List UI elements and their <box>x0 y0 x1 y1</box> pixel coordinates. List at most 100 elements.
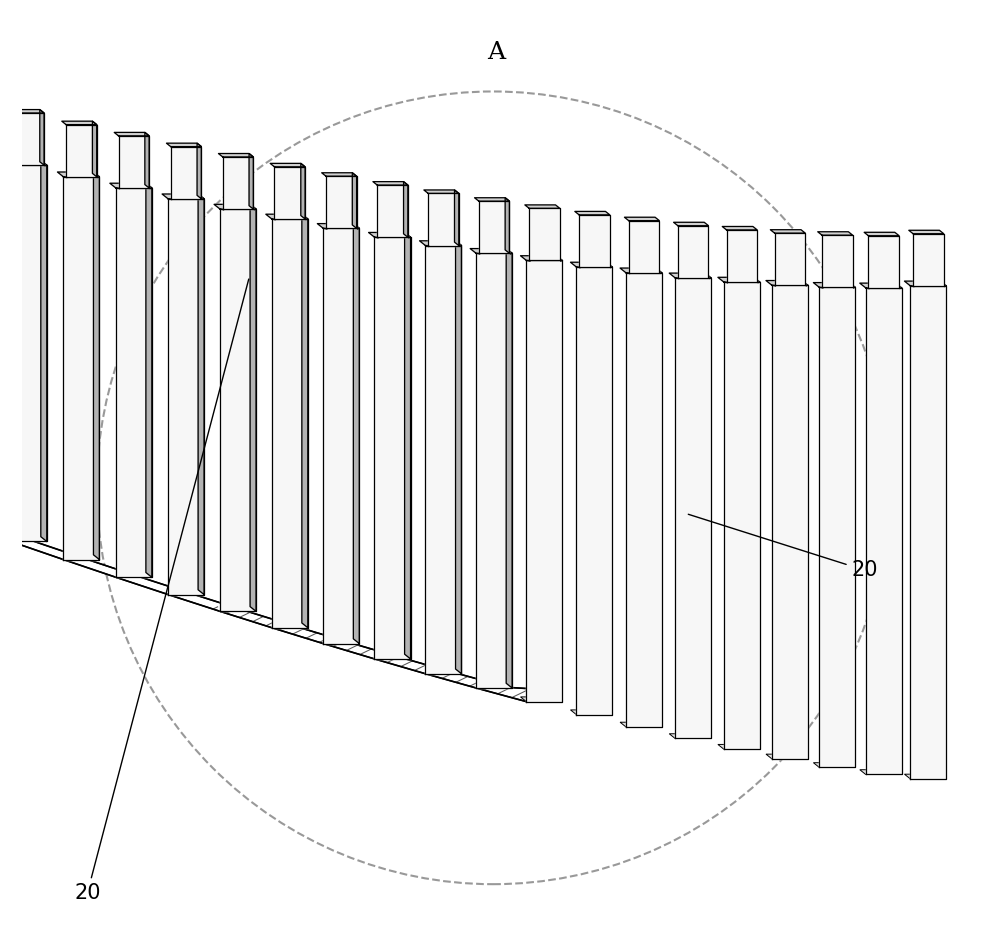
Polygon shape <box>40 109 44 165</box>
Polygon shape <box>527 261 562 702</box>
Polygon shape <box>114 132 149 136</box>
Polygon shape <box>813 282 855 287</box>
Polygon shape <box>529 208 559 261</box>
Polygon shape <box>218 153 253 157</box>
Polygon shape <box>860 769 902 774</box>
Polygon shape <box>766 281 807 285</box>
Polygon shape <box>266 214 308 219</box>
Polygon shape <box>167 144 201 146</box>
Polygon shape <box>302 214 308 628</box>
Polygon shape <box>116 188 152 577</box>
Polygon shape <box>198 194 204 594</box>
Polygon shape <box>620 268 662 273</box>
Polygon shape <box>146 184 152 577</box>
Polygon shape <box>11 165 47 541</box>
Polygon shape <box>905 281 946 286</box>
Polygon shape <box>521 256 562 261</box>
Polygon shape <box>678 225 708 278</box>
Polygon shape <box>576 267 612 714</box>
Polygon shape <box>574 211 610 215</box>
Polygon shape <box>624 217 660 221</box>
Polygon shape <box>197 144 201 199</box>
Polygon shape <box>118 136 149 188</box>
Polygon shape <box>93 172 99 559</box>
Polygon shape <box>868 236 899 288</box>
Polygon shape <box>168 199 204 594</box>
Polygon shape <box>670 734 711 739</box>
Polygon shape <box>822 235 853 287</box>
Polygon shape <box>326 176 356 228</box>
Polygon shape <box>92 121 96 177</box>
Polygon shape <box>718 745 760 749</box>
Polygon shape <box>420 241 461 245</box>
Polygon shape <box>9 109 44 113</box>
Polygon shape <box>405 232 411 659</box>
Polygon shape <box>454 190 458 245</box>
Polygon shape <box>718 278 760 282</box>
Polygon shape <box>505 198 510 253</box>
Polygon shape <box>321 173 356 176</box>
Polygon shape <box>0 509 562 702</box>
Polygon shape <box>375 237 411 659</box>
Polygon shape <box>250 204 256 611</box>
Polygon shape <box>772 285 807 759</box>
Polygon shape <box>145 132 149 188</box>
Polygon shape <box>275 166 306 219</box>
Polygon shape <box>377 185 408 237</box>
Polygon shape <box>817 232 853 235</box>
Polygon shape <box>301 164 306 219</box>
Polygon shape <box>911 286 946 779</box>
Polygon shape <box>223 157 253 209</box>
Polygon shape <box>570 709 612 714</box>
Polygon shape <box>373 182 408 185</box>
Polygon shape <box>270 164 306 166</box>
Polygon shape <box>162 194 204 199</box>
Polygon shape <box>66 125 96 177</box>
Polygon shape <box>860 283 902 288</box>
Polygon shape <box>63 177 99 559</box>
Polygon shape <box>455 241 461 673</box>
Polygon shape <box>14 113 44 165</box>
Polygon shape <box>724 282 760 749</box>
Polygon shape <box>775 233 806 285</box>
Polygon shape <box>579 215 610 267</box>
Polygon shape <box>813 763 855 767</box>
Polygon shape <box>220 209 256 611</box>
Polygon shape <box>771 230 806 233</box>
Polygon shape <box>474 198 510 202</box>
Polygon shape <box>819 287 855 767</box>
Polygon shape <box>470 248 512 253</box>
Polygon shape <box>506 248 512 688</box>
Polygon shape <box>214 204 256 209</box>
Polygon shape <box>272 219 308 628</box>
Polygon shape <box>429 193 458 245</box>
Polygon shape <box>62 121 96 125</box>
Text: 20: 20 <box>74 279 249 903</box>
Polygon shape <box>323 228 359 644</box>
Polygon shape <box>404 182 408 237</box>
Polygon shape <box>674 223 708 225</box>
Polygon shape <box>866 288 902 774</box>
Polygon shape <box>369 232 411 237</box>
Polygon shape <box>426 245 461 673</box>
Polygon shape <box>913 234 943 286</box>
Polygon shape <box>353 223 359 644</box>
Polygon shape <box>110 184 152 188</box>
Text: 20: 20 <box>688 514 878 580</box>
Polygon shape <box>171 146 201 199</box>
Polygon shape <box>629 221 660 273</box>
Polygon shape <box>521 697 562 702</box>
Polygon shape <box>766 754 807 759</box>
Polygon shape <box>726 230 757 282</box>
Polygon shape <box>525 204 559 208</box>
Polygon shape <box>58 172 99 177</box>
Polygon shape <box>479 202 510 253</box>
Polygon shape <box>670 273 711 278</box>
Polygon shape <box>722 226 757 230</box>
Polygon shape <box>909 230 943 234</box>
Polygon shape <box>905 774 946 779</box>
Polygon shape <box>626 273 662 727</box>
Polygon shape <box>620 722 662 727</box>
Polygon shape <box>476 253 512 688</box>
Polygon shape <box>424 190 458 193</box>
